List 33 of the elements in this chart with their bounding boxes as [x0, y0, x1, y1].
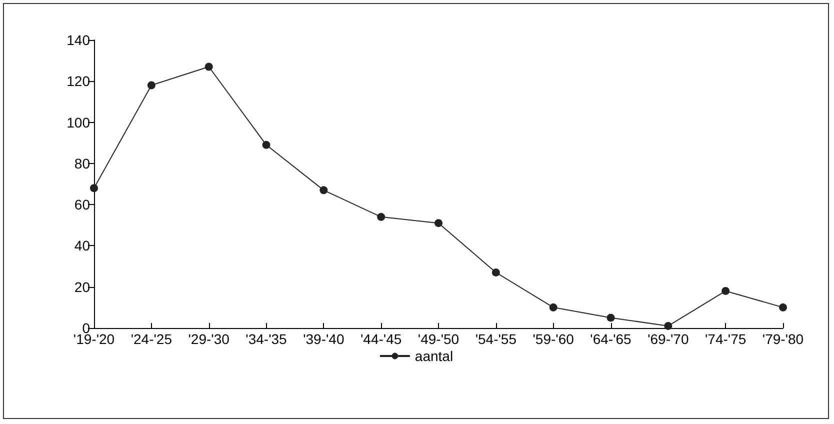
point: [779, 303, 787, 312]
x-tick-label: '59-'60: [532, 331, 574, 347]
x-tick-label: '29-'30: [188, 331, 230, 347]
y-tick-label: 100: [66, 114, 90, 130]
x-tick-label: '64-'65: [590, 331, 632, 347]
legend-label: aantal: [414, 348, 454, 364]
x-tick-label: '34-'35: [246, 331, 288, 347]
x-tick-label: '39-'40: [303, 331, 344, 347]
x-tick-label: '44-'45: [360, 331, 402, 347]
y-tick-label: 140: [66, 32, 90, 48]
y-tick-label: 60: [74, 196, 90, 213]
point: [204, 62, 213, 71]
y-tick-label: 40: [74, 238, 90, 254]
y-tick-label: 80: [74, 155, 90, 172]
point: [722, 286, 730, 295]
point: [377, 212, 386, 221]
point: [606, 314, 615, 322]
x-tick-label: '79-'80: [762, 331, 804, 347]
point: [320, 186, 328, 194]
y-tick-label: 20: [74, 278, 90, 295]
point: [492, 268, 500, 276]
x-tick-label: '74-'75: [705, 331, 746, 347]
point: [262, 140, 270, 149]
x-tick-label: '49-'50: [418, 331, 460, 347]
point: [90, 184, 98, 192]
point: [434, 219, 442, 228]
x-tick-label: '24-'25: [130, 331, 172, 347]
y-tick-label: 120: [66, 73, 90, 90]
point: [147, 81, 156, 90]
x-tick-label: '69-'70: [648, 331, 689, 347]
point: [664, 322, 672, 330]
x-tick-label: '54-'55: [475, 331, 517, 347]
point: [549, 303, 558, 312]
